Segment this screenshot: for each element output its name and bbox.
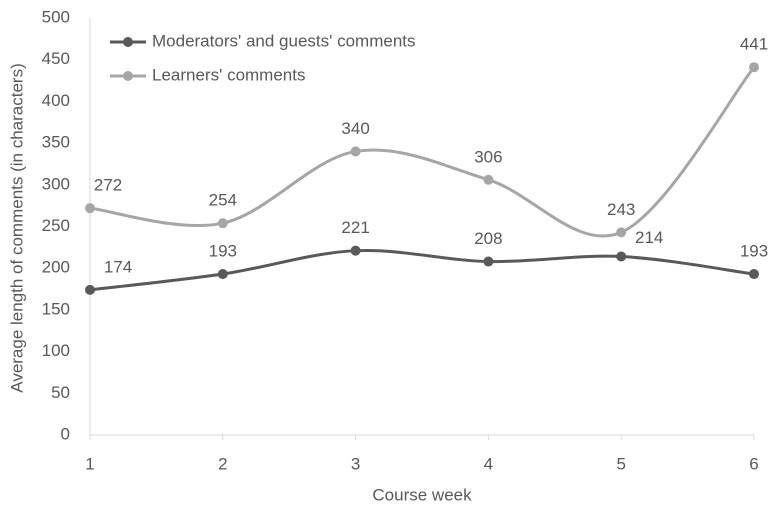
y-tick-label: 200 — [42, 258, 70, 277]
data-point — [85, 284, 95, 295]
data-label: 214 — [635, 228, 663, 247]
x-tick-label: 2 — [218, 454, 227, 473]
data-label: 306 — [474, 147, 502, 166]
y-tick-label: 450 — [42, 49, 70, 68]
y-tick-label: 250 — [42, 216, 70, 235]
y-tick-label: 350 — [42, 133, 70, 152]
series-line — [89, 66, 756, 238]
data-point — [217, 269, 228, 280]
data-label: 221 — [341, 218, 369, 237]
y-tick-label: 300 — [42, 174, 70, 193]
x-tick-label: 4 — [484, 454, 493, 473]
data-label: 193 — [209, 242, 237, 261]
data-point — [217, 218, 228, 229]
data-label: 208 — [474, 229, 502, 248]
data-label: 254 — [209, 191, 237, 210]
data-label: 193 — [740, 242, 768, 261]
legend-label: Learners' comments — [152, 65, 305, 84]
y-tick-label: 0 — [61, 424, 70, 443]
y-tick-label: 150 — [42, 299, 70, 318]
legend-marker — [123, 71, 133, 81]
data-point — [85, 203, 95, 214]
x-tick-label: 1 — [85, 454, 94, 473]
data-point — [616, 251, 627, 262]
y-tick-label: 50 — [51, 383, 70, 402]
x-tick-label: 5 — [616, 454, 625, 473]
data-point — [350, 146, 361, 157]
data-point — [483, 256, 494, 267]
data-point — [483, 174, 494, 185]
x-axis-label: Course week — [372, 485, 472, 504]
data-point — [749, 62, 759, 73]
legend-label: Moderators' and guests' comments — [152, 31, 416, 50]
data-point — [749, 269, 759, 280]
y-tick-label: 100 — [42, 341, 70, 360]
y-tick-label: 400 — [42, 91, 70, 110]
x-tick-label: 3 — [351, 454, 360, 473]
data-label: 174 — [104, 257, 132, 276]
legend-marker — [123, 37, 133, 47]
data-label: 243 — [607, 200, 635, 219]
data-point — [350, 245, 361, 256]
y-tick-label: 500 — [42, 7, 70, 26]
series-line — [89, 248, 755, 292]
data-point — [616, 227, 627, 238]
y-axis-label: Average length of comments (in character… — [7, 63, 26, 392]
data-label: 272 — [94, 176, 122, 195]
data-label: 340 — [341, 119, 369, 138]
data-label: 441 — [740, 35, 768, 54]
x-tick-label: 6 — [749, 454, 758, 473]
